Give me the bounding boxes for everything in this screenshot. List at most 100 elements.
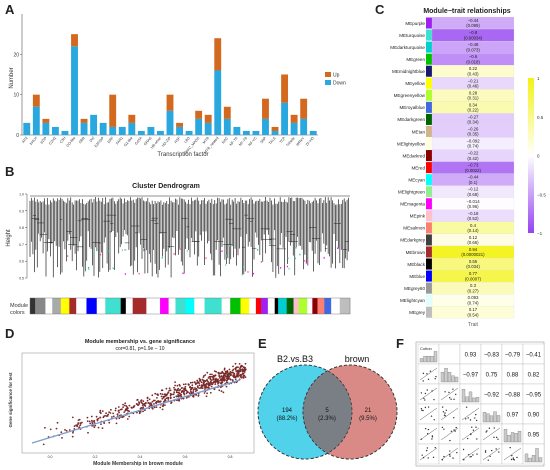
matrix-hist-bar bbox=[423, 355, 427, 363]
scatter-point bbox=[181, 389, 184, 392]
correlation-matrix: Cotton 0.93 −0.83 −0.79 −0.41 −0.97 0.75 0.88 0.… bbox=[415, 341, 545, 467]
heatmap-cell-r: −0.12 bbox=[468, 187, 479, 192]
scatter-point bbox=[243, 371, 246, 373]
heatmap-row-label: MElightgreen bbox=[398, 190, 426, 195]
heatmap-cell-r: −0.27 bbox=[468, 114, 479, 119]
panel-letter-b: B bbox=[5, 164, 15, 179]
matrix-corr-value: −0.95 bbox=[526, 393, 542, 399]
scatter-point bbox=[159, 406, 162, 409]
scatter-point bbox=[205, 395, 208, 398]
scatter-point bbox=[208, 384, 211, 387]
scatter-point bbox=[42, 443, 45, 446]
module-color-segment bbox=[249, 298, 257, 314]
scatter-point bbox=[220, 390, 223, 393]
scatter-point bbox=[124, 402, 127, 405]
scatter-point bbox=[183, 390, 186, 393]
scatter-point bbox=[156, 397, 158, 399]
bar-category-label: DBB bbox=[78, 136, 86, 145]
matrix-scatter-point bbox=[449, 439, 451, 442]
module-color-segment bbox=[52, 298, 62, 314]
matrix-corr-value: −0.92 bbox=[484, 393, 500, 399]
scatter-point bbox=[229, 370, 232, 373]
bar-category-label: HSF bbox=[174, 135, 182, 144]
scatter-point bbox=[183, 392, 186, 395]
scatter-point bbox=[157, 394, 159, 397]
scatter-point bbox=[101, 410, 104, 412]
matrix-scatter-point bbox=[427, 378, 430, 380]
scatter-point bbox=[219, 379, 221, 382]
heatmap-cell-p: (0.54) bbox=[467, 312, 479, 317]
bar-up bbox=[166, 94, 174, 111]
bar-down bbox=[176, 126, 183, 135]
matrix-scatter-point bbox=[462, 448, 465, 451]
scatter-point bbox=[175, 395, 178, 398]
scatter-point bbox=[209, 382, 211, 385]
bar-category-label: E2F/DP bbox=[94, 136, 106, 149]
scatter-point bbox=[97, 417, 100, 420]
scatter-point bbox=[91, 419, 93, 422]
scatter-point bbox=[161, 408, 164, 411]
matrix-cell bbox=[522, 443, 545, 465]
matrix-scatter-point bbox=[454, 430, 456, 432]
matrix-scatter-point bbox=[448, 391, 450, 394]
bar-up bbox=[80, 118, 88, 123]
matrix-scatter-point bbox=[444, 391, 446, 393]
scatter-point bbox=[196, 379, 199, 382]
heatmap-cell-p: (0.099) bbox=[466, 23, 480, 28]
heatmap-cell-p: (0.0007) bbox=[465, 276, 482, 281]
matrix-scatter-point bbox=[456, 451, 458, 454]
panel-letter-a: A bbox=[5, 2, 15, 17]
scatter-point bbox=[89, 422, 92, 425]
matrix-hist-bar bbox=[454, 376, 459, 383]
scatter-point bbox=[234, 376, 237, 379]
scatter-point bbox=[203, 392, 206, 394]
matrix-hist-bar bbox=[475, 397, 480, 403]
bar-category-label: GATA bbox=[134, 136, 143, 146]
scatter-point bbox=[185, 389, 188, 392]
module-color-segment bbox=[255, 298, 262, 314]
matrix-scatter-point bbox=[425, 449, 428, 452]
matrix-scatter-point bbox=[493, 427, 495, 429]
heatmap-row-label: MElightyellow bbox=[397, 141, 426, 146]
scatter-point bbox=[173, 389, 176, 391]
matrix-scatter-point bbox=[422, 380, 424, 382]
scatter-point bbox=[223, 374, 226, 377]
scatter-point bbox=[139, 411, 142, 413]
scatter-point bbox=[164, 399, 167, 402]
scatter-point bbox=[232, 365, 234, 368]
scatter-point bbox=[121, 416, 124, 419]
heatmap-row-label: MEyellow bbox=[405, 81, 425, 86]
scatter-point bbox=[79, 422, 82, 425]
matrix-scatter-point bbox=[476, 438, 478, 440]
scatter-point bbox=[87, 431, 89, 434]
matrix-corr-value: 0.93 bbox=[465, 353, 477, 359]
heatmap-cell-p: (0.0000021) bbox=[461, 252, 485, 257]
venn-right-pct: (9.5%) bbox=[359, 416, 377, 422]
module-color-segment bbox=[230, 298, 241, 314]
bar-up bbox=[300, 98, 308, 119]
scatter-xtick: 0.0 bbox=[48, 455, 53, 459]
scatter-point bbox=[202, 384, 205, 387]
scatter-point bbox=[222, 379, 225, 382]
bar-down bbox=[32, 106, 40, 135]
scatter-point bbox=[192, 388, 195, 391]
scatter-point bbox=[182, 397, 185, 400]
matrix-hist-bar bbox=[451, 375, 455, 383]
scatter-point bbox=[137, 404, 140, 406]
module-color-segment bbox=[286, 298, 294, 314]
matrix-scatter-point bbox=[449, 450, 451, 452]
bar-up bbox=[71, 34, 78, 47]
scatter-point bbox=[88, 420, 91, 423]
scatter-point bbox=[201, 378, 204, 381]
scatter-point bbox=[184, 383, 187, 385]
module-color-swatch bbox=[426, 150, 432, 162]
matrix-scatter-point bbox=[512, 458, 515, 461]
module-color-swatch bbox=[426, 306, 432, 318]
scatter-point bbox=[232, 374, 235, 377]
matrix-scatter-point bbox=[491, 449, 493, 452]
scatter-point bbox=[99, 411, 101, 414]
colorbar-tick: −1 bbox=[537, 231, 543, 236]
module-color-segment bbox=[240, 298, 250, 314]
heatmap-cell-p: (0.42) bbox=[467, 156, 479, 161]
bar-category-label: HD-ZIP bbox=[161, 136, 172, 148]
